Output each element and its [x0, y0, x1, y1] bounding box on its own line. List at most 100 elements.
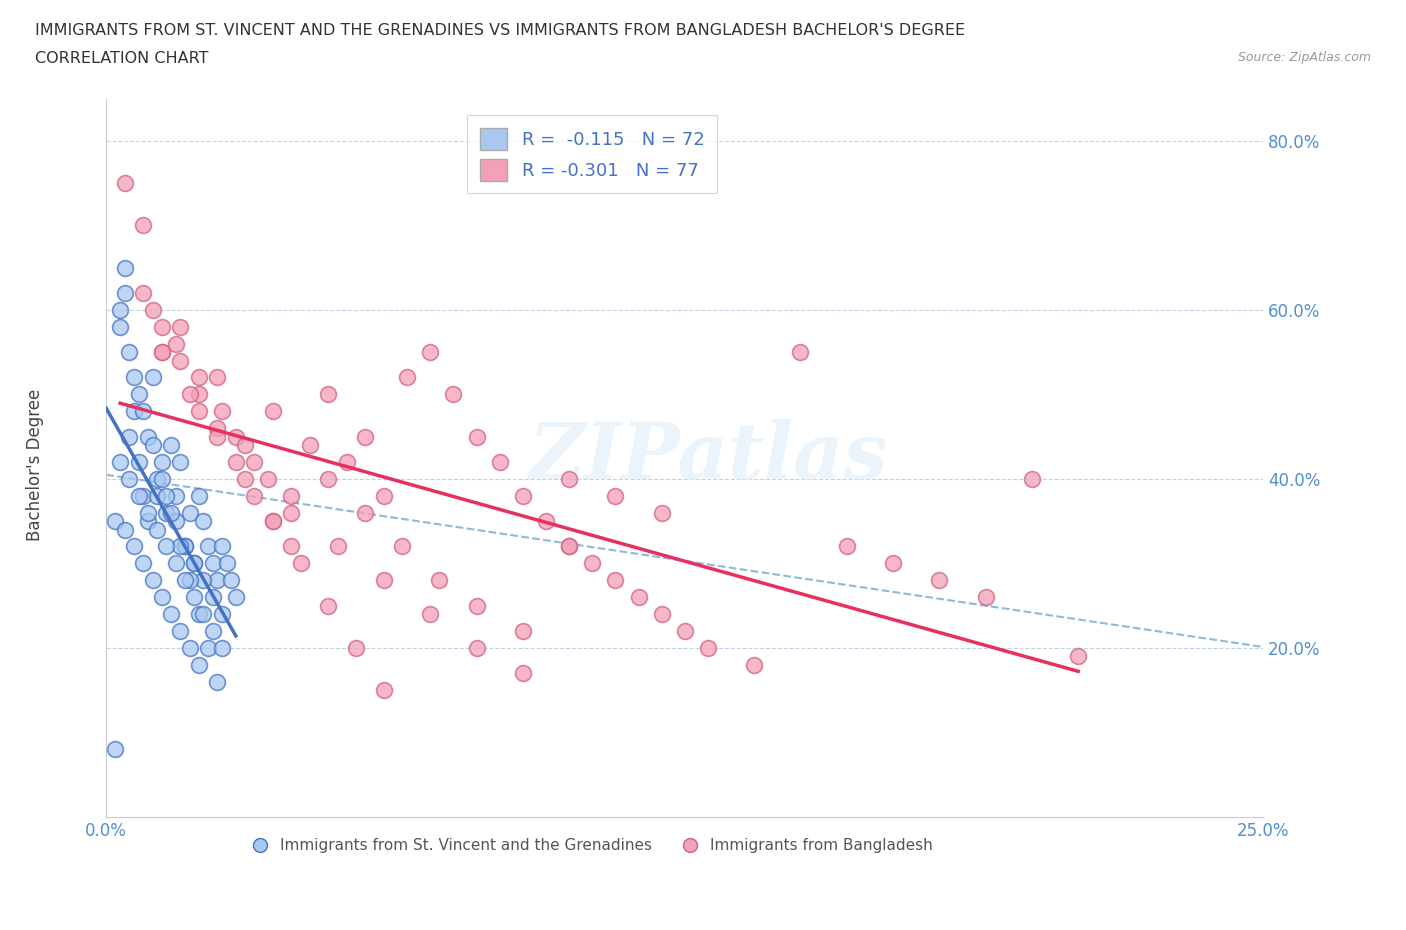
Point — [174, 539, 197, 554]
Point — [155, 539, 177, 554]
Point — [627, 590, 650, 604]
Point — [132, 488, 155, 503]
Point — [298, 438, 321, 453]
Point — [104, 742, 127, 757]
Point — [155, 505, 177, 520]
Text: Bachelor's Degree: Bachelor's Degree — [27, 389, 44, 541]
Point — [558, 539, 581, 554]
Point — [1067, 649, 1090, 664]
Point — [318, 472, 340, 486]
Point — [512, 666, 534, 681]
Point — [136, 505, 159, 520]
Point — [128, 387, 150, 402]
Point — [882, 556, 904, 571]
Point — [233, 438, 256, 453]
Point — [122, 404, 145, 418]
Point — [558, 539, 581, 554]
Point — [373, 573, 395, 588]
Point — [169, 539, 191, 554]
Text: ZIPatlas: ZIPatlas — [529, 419, 887, 496]
Text: IMMIGRANTS FROM ST. VINCENT AND THE GRENADINES VS IMMIGRANTS FROM BANGLADESH BAC: IMMIGRANTS FROM ST. VINCENT AND THE GREN… — [35, 23, 966, 38]
Point — [114, 176, 136, 191]
Legend: Immigrants from St. Vincent and the Grenadines, Immigrants from Bangladesh: Immigrants from St. Vincent and the Gren… — [246, 832, 938, 859]
Point — [108, 455, 131, 470]
Point — [651, 606, 673, 621]
Point — [974, 590, 997, 604]
Point — [141, 370, 163, 385]
Point — [207, 370, 229, 385]
Point — [160, 606, 183, 621]
Point — [141, 302, 163, 317]
Point — [211, 641, 233, 656]
Point — [488, 455, 510, 470]
Point — [179, 573, 201, 588]
Point — [290, 556, 312, 571]
Point — [183, 556, 205, 571]
Point — [179, 387, 201, 402]
Text: CORRELATION CHART: CORRELATION CHART — [35, 51, 208, 66]
Point — [419, 606, 441, 621]
Point — [512, 488, 534, 503]
Point — [280, 539, 302, 554]
Point — [114, 522, 136, 537]
Point — [146, 472, 169, 486]
Point — [558, 472, 581, 486]
Point — [160, 438, 183, 453]
Point — [262, 513, 284, 528]
Point — [141, 438, 163, 453]
Point — [150, 345, 173, 360]
Point — [605, 488, 627, 503]
Point — [429, 573, 451, 588]
Point — [673, 623, 696, 638]
Point — [104, 513, 127, 528]
Point — [150, 319, 173, 334]
Point — [187, 606, 209, 621]
Point — [141, 573, 163, 588]
Point — [318, 598, 340, 613]
Point — [179, 505, 201, 520]
Point — [225, 590, 247, 604]
Point — [118, 345, 141, 360]
Point — [215, 556, 238, 571]
Point — [396, 370, 419, 385]
Point — [183, 556, 205, 571]
Point — [534, 513, 557, 528]
Point — [465, 598, 488, 613]
Point — [512, 623, 534, 638]
Point — [187, 387, 209, 402]
Point — [211, 539, 233, 554]
Point — [441, 387, 464, 402]
Point — [150, 455, 173, 470]
Point — [174, 539, 197, 554]
Point — [225, 429, 247, 444]
Point — [243, 488, 266, 503]
Point — [354, 429, 377, 444]
Point — [128, 455, 150, 470]
Point — [150, 472, 173, 486]
Point — [132, 286, 155, 300]
Point — [697, 641, 720, 656]
Point — [262, 513, 284, 528]
Point — [280, 488, 302, 503]
Point — [207, 674, 229, 689]
Point — [391, 539, 413, 554]
Point — [193, 573, 215, 588]
Point — [207, 429, 229, 444]
Point — [169, 623, 191, 638]
Point — [193, 513, 215, 528]
Point — [187, 488, 209, 503]
Point — [108, 319, 131, 334]
Point — [201, 623, 224, 638]
Point — [132, 556, 155, 571]
Point — [114, 286, 136, 300]
Point — [318, 387, 340, 402]
Point — [233, 472, 256, 486]
Point — [146, 522, 169, 537]
Point — [581, 556, 603, 571]
Point — [201, 590, 224, 604]
Point — [344, 641, 367, 656]
Point — [280, 505, 302, 520]
Point — [187, 658, 209, 672]
Point — [197, 641, 219, 656]
Point — [114, 260, 136, 275]
